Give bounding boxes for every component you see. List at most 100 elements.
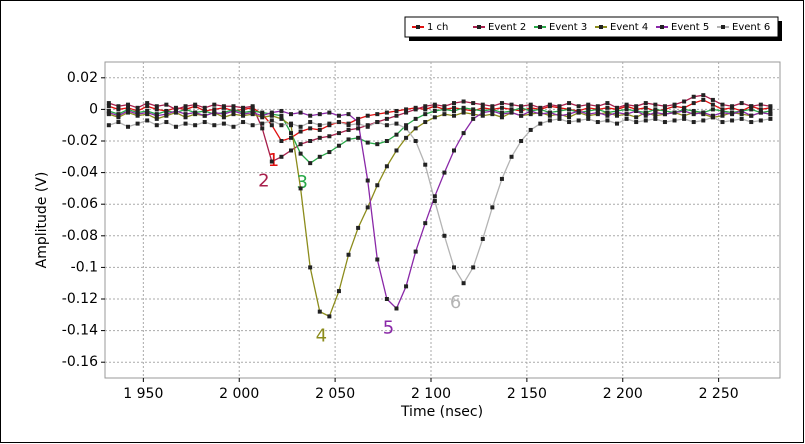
data-point: [499, 115, 504, 120]
data-point: [308, 126, 313, 131]
data-point: [317, 123, 322, 128]
data-point: [423, 107, 428, 112]
data-point: [308, 139, 313, 143]
data-point: [394, 148, 399, 153]
x-tick-label: 2 100: [411, 386, 451, 402]
y-tick-label: -0.16: [62, 354, 98, 370]
data-point: [576, 118, 581, 123]
data-point: [480, 102, 485, 107]
data-point: [490, 112, 495, 117]
data-point: [183, 107, 188, 112]
data-point: [624, 107, 629, 112]
data-point: [327, 134, 332, 139]
data-point: [260, 110, 265, 115]
data-point: [356, 121, 361, 126]
legend-label: Event 5: [671, 22, 709, 33]
series-line: [108, 116, 771, 285]
series-line: [108, 110, 771, 310]
data-point: [126, 124, 131, 129]
data-point: [346, 123, 351, 128]
data-point: [509, 102, 514, 107]
data-point: [135, 112, 140, 117]
data-point: [231, 108, 236, 113]
data-point: [768, 104, 773, 109]
data-point: [595, 110, 600, 115]
data-point: [308, 120, 313, 125]
data-point: [298, 110, 303, 115]
data-point: [289, 148, 294, 153]
data-point: [567, 120, 572, 125]
x-tick-label: 2 250: [699, 386, 739, 402]
data-point: [336, 113, 341, 118]
data-point: [605, 101, 610, 106]
legend-marker: [721, 25, 725, 29]
data-point: [404, 284, 409, 289]
data-point: [346, 252, 351, 257]
data-point: [289, 131, 294, 136]
data-point: [471, 265, 476, 270]
data-point: [624, 116, 629, 121]
data-point: [710, 97, 715, 102]
data-point: [557, 108, 562, 113]
data-point: [653, 116, 658, 121]
data-point: [298, 142, 303, 147]
data-point: [567, 112, 572, 117]
data-point: [423, 112, 428, 117]
data-point: [547, 110, 552, 115]
data-point: [317, 112, 322, 117]
data-point: [643, 101, 648, 106]
series-label: 2: [258, 171, 269, 192]
data-point: [404, 135, 409, 140]
data-point: [662, 120, 667, 125]
data-point: [509, 110, 514, 115]
data-point: [624, 102, 629, 107]
data-point: [269, 123, 274, 128]
data-point: [269, 113, 274, 118]
data-point: [202, 113, 207, 118]
data-point: [576, 104, 581, 109]
data-point: [758, 107, 763, 112]
data-point: [221, 112, 226, 117]
y-tick-label: -0.12: [62, 291, 98, 307]
data-point: [183, 115, 188, 120]
data-point: [452, 105, 457, 110]
data-point: [615, 113, 620, 118]
legend-label: Event 3: [549, 22, 587, 33]
data-point: [749, 104, 754, 109]
data-point: [653, 102, 658, 107]
data-point: [720, 102, 725, 107]
data-point: [710, 102, 715, 107]
data-point: [145, 101, 150, 106]
data-point: [279, 108, 284, 113]
data-point: [499, 112, 504, 117]
data-point: [595, 107, 600, 112]
data-point: [720, 113, 725, 118]
data-point: [691, 94, 696, 99]
data-point: [183, 112, 188, 117]
data-point: [356, 135, 361, 140]
x-axis-title: Time (nsec): [400, 404, 483, 420]
data-point: [509, 154, 514, 159]
data-point: [452, 101, 457, 106]
data-point: [605, 105, 610, 110]
data-point: [154, 116, 159, 121]
data-point: [634, 104, 639, 109]
data-point: [327, 121, 332, 126]
data-point: [480, 236, 485, 241]
data-point: [519, 113, 524, 118]
data-point: [375, 120, 380, 125]
data-point: [739, 116, 744, 121]
data-point: [173, 108, 178, 113]
data-point: [615, 121, 620, 126]
data-point: [432, 115, 437, 120]
data-point: [317, 135, 322, 140]
data-point: [528, 102, 533, 107]
data-point: [480, 113, 485, 118]
data-point: [749, 107, 754, 112]
data-point: [336, 120, 341, 125]
data-point: [269, 118, 274, 123]
data-point: [442, 233, 447, 238]
data-point: [461, 131, 466, 136]
data-point: [595, 104, 600, 109]
